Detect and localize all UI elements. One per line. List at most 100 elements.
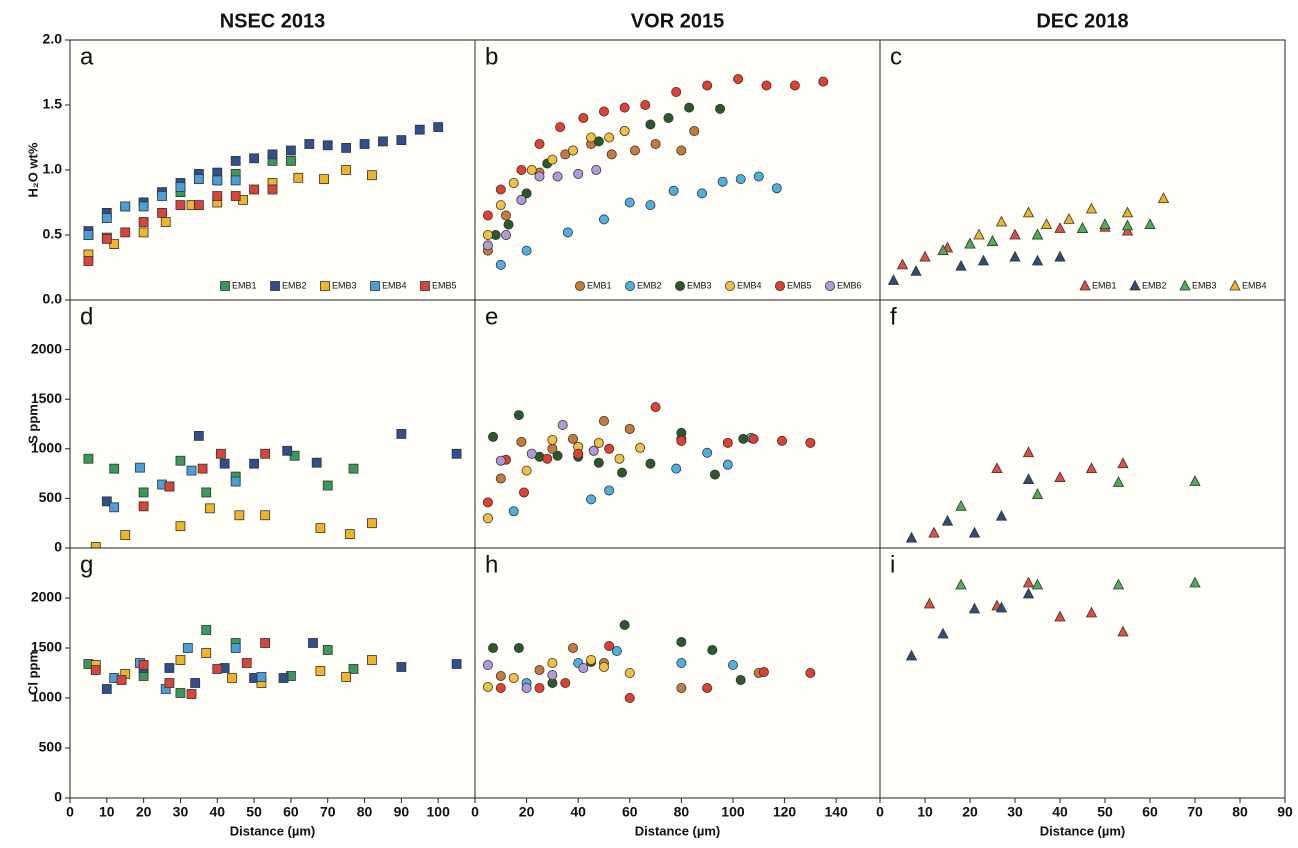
- point: [702, 80, 713, 91]
- point: [315, 666, 326, 676]
- point: [586, 494, 597, 505]
- point: [573, 448, 584, 459]
- x-tick-label: 20: [136, 804, 152, 820]
- point: [776, 435, 787, 446]
- point: [322, 140, 333, 151]
- point: [157, 191, 167, 201]
- point: [1085, 202, 1098, 214]
- point: [230, 643, 241, 653]
- point: [249, 184, 259, 195]
- point: [534, 171, 545, 182]
- plot-area: [474, 299, 881, 549]
- point: [495, 683, 506, 694]
- point: [986, 235, 999, 246]
- point: [624, 197, 635, 208]
- point: [101, 496, 112, 507]
- y-axis-label: S ppm: [25, 404, 40, 444]
- point: [905, 531, 918, 543]
- y-tick-label: 0: [54, 539, 62, 555]
- plot-area: [879, 39, 1286, 301]
- point: [650, 138, 661, 149]
- point: [534, 665, 545, 676]
- point: [1009, 250, 1021, 262]
- point: [282, 445, 293, 456]
- point: [164, 663, 175, 673]
- point: [968, 602, 981, 614]
- point: [995, 601, 1008, 613]
- y-tick-label: 1500: [31, 390, 62, 406]
- point: [923, 597, 936, 609]
- point: [482, 240, 493, 251]
- point: [1117, 457, 1129, 469]
- x-tick-label: 120: [773, 804, 797, 820]
- point: [568, 145, 579, 156]
- legend-label: EMB3: [332, 280, 357, 290]
- point: [241, 658, 252, 668]
- point: [212, 175, 223, 186]
- point: [606, 149, 617, 160]
- point: [286, 155, 296, 166]
- x-tick-label: 90: [1277, 804, 1293, 820]
- point: [83, 453, 94, 464]
- panel-letter: h: [485, 551, 498, 578]
- point: [702, 447, 713, 458]
- point: [500, 210, 511, 221]
- point: [955, 499, 967, 511]
- legend-label: EMB1: [587, 280, 612, 290]
- point: [1040, 218, 1053, 229]
- point: [396, 662, 407, 672]
- y-tick-label: 1.5: [43, 96, 63, 112]
- point: [322, 645, 333, 655]
- point: [348, 463, 359, 474]
- point: [260, 510, 271, 521]
- point: [928, 526, 940, 538]
- point: [322, 480, 333, 491]
- legend-label: EMB6: [837, 280, 862, 290]
- point: [120, 201, 131, 212]
- point: [1054, 471, 1066, 482]
- point: [789, 80, 800, 91]
- point: [771, 183, 782, 194]
- point: [761, 80, 772, 91]
- point: [1117, 625, 1129, 637]
- point: [433, 122, 444, 132]
- x-axis-label: Distance (µm): [230, 823, 316, 838]
- point: [1085, 606, 1098, 618]
- point: [593, 437, 604, 448]
- point: [624, 693, 635, 704]
- point: [513, 643, 524, 654]
- point: [645, 119, 656, 130]
- legend-label: EMB4: [382, 280, 407, 290]
- point: [516, 194, 527, 205]
- point: [598, 214, 609, 225]
- point: [278, 673, 289, 683]
- point: [521, 245, 532, 256]
- point: [348, 664, 359, 674]
- point: [905, 649, 918, 661]
- point: [591, 164, 602, 175]
- point: [1121, 206, 1134, 218]
- point: [650, 402, 661, 413]
- point: [955, 578, 967, 590]
- point: [83, 256, 94, 266]
- y-tick-label: 1500: [31, 639, 62, 655]
- legend-label: EMB5: [432, 280, 457, 290]
- point: [964, 237, 976, 249]
- legend-marker: [370, 281, 380, 291]
- point: [526, 448, 537, 459]
- x-tick-label: 20: [519, 804, 535, 820]
- point: [367, 170, 377, 181]
- point: [359, 139, 370, 149]
- point: [230, 175, 241, 186]
- point: [516, 164, 527, 175]
- point: [101, 233, 112, 244]
- point: [619, 620, 630, 631]
- point: [138, 660, 149, 670]
- point: [175, 655, 186, 665]
- panel-letter: i: [890, 551, 895, 578]
- point: [671, 87, 682, 98]
- point: [396, 135, 407, 146]
- point: [182, 643, 193, 653]
- point: [212, 664, 223, 674]
